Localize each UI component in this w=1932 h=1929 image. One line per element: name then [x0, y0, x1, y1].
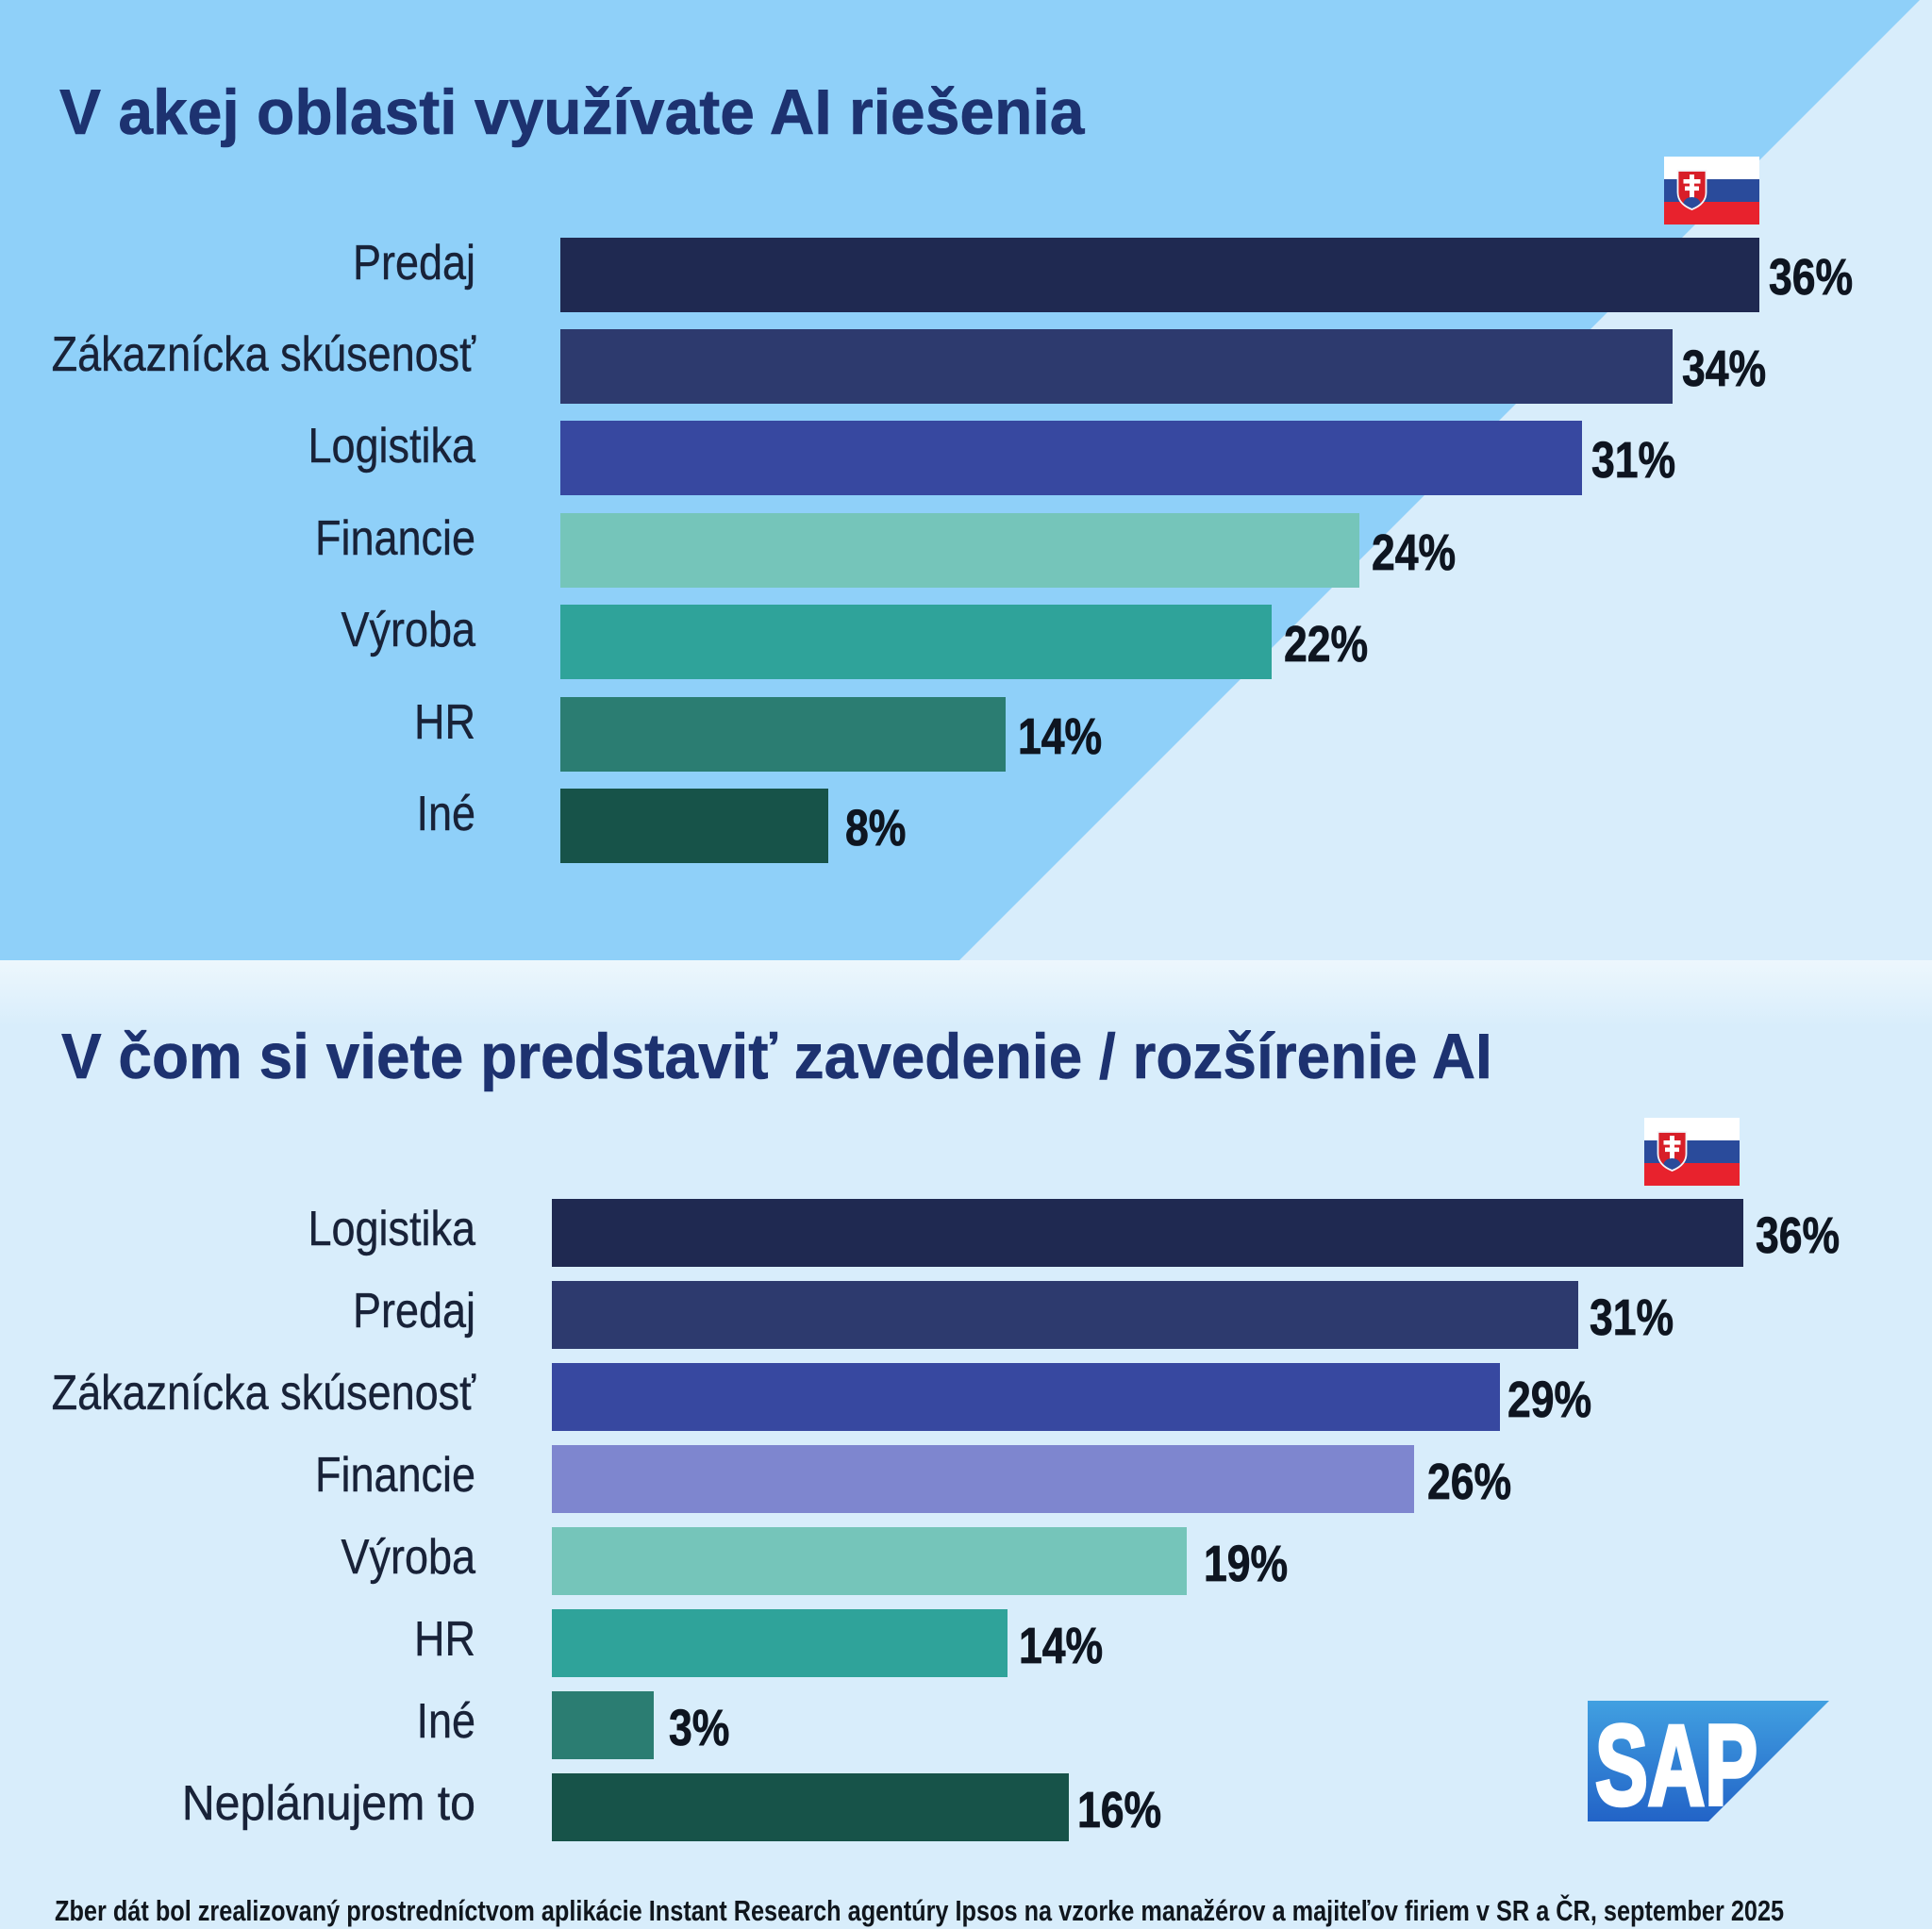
svg-text:SAP: SAP [1595, 1701, 1757, 1821]
